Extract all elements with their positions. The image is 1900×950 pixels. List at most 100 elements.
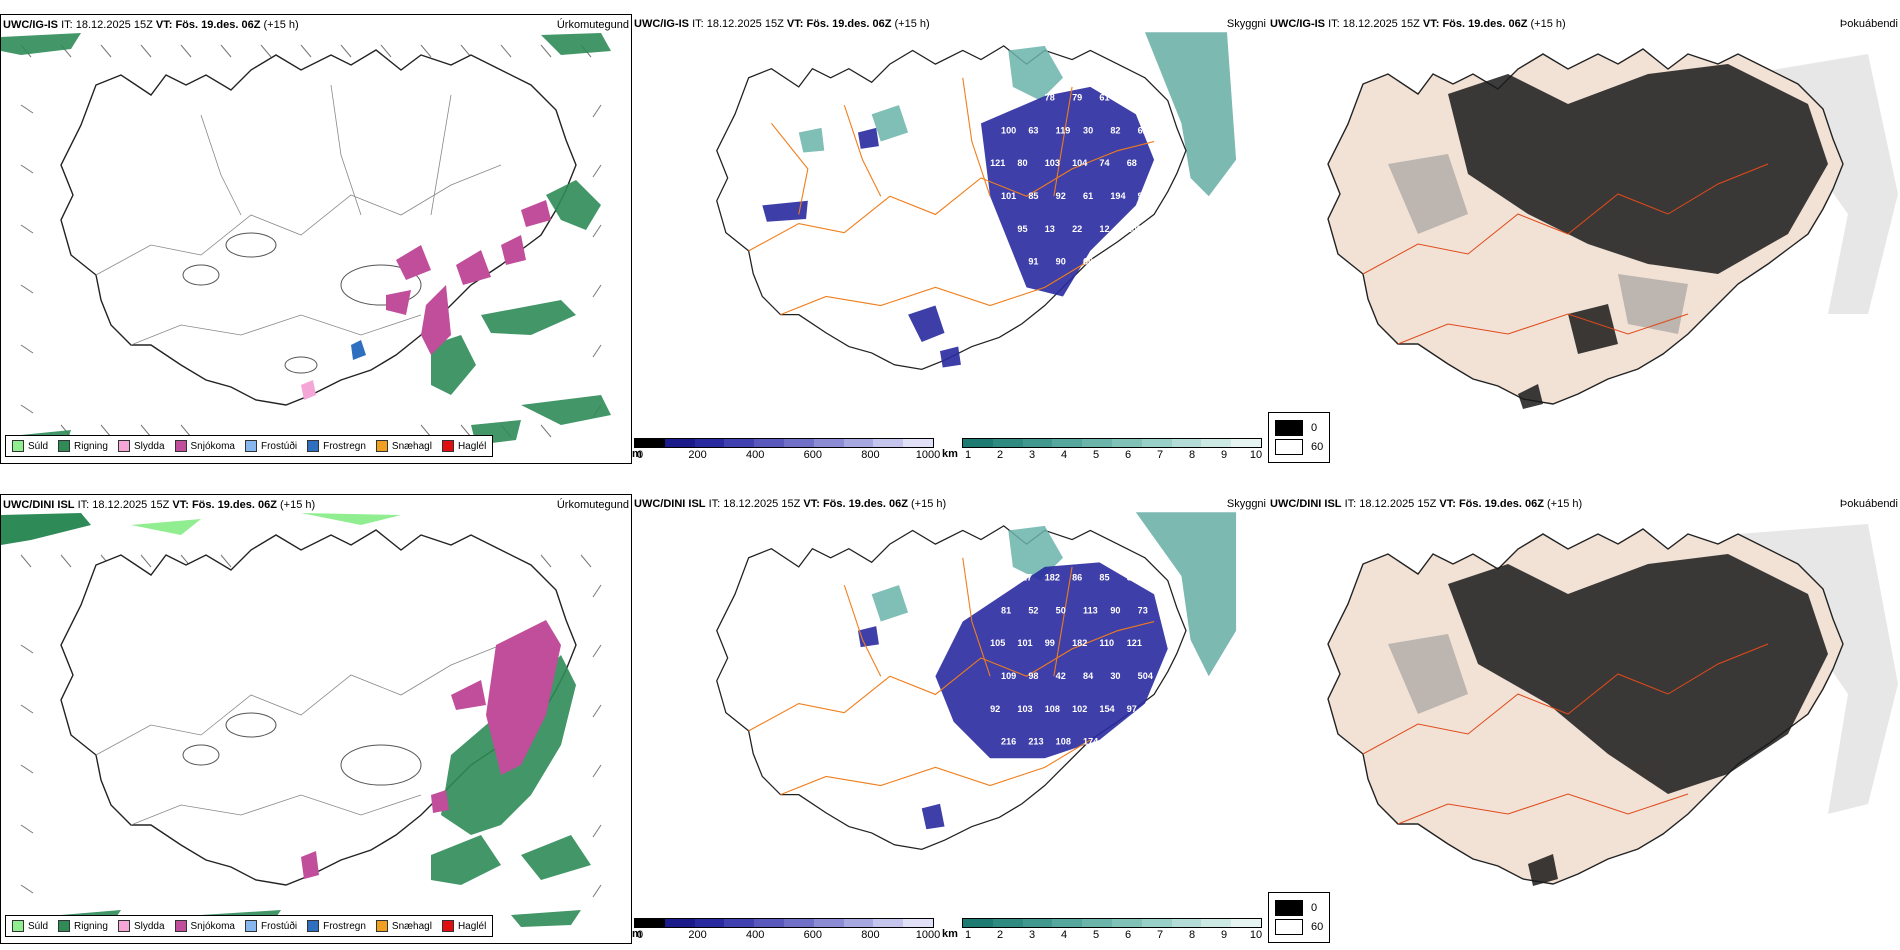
cloud-base-label: 102: [1072, 704, 1087, 714]
legend-item: Snjókoma: [174, 440, 235, 452]
panel-title: UWC/DINI ISL IT: 18.12.2025 15Z VT: Fös.…: [3, 499, 316, 511]
scale-tick: 3: [1028, 449, 1036, 461]
fog-grey-areas: [1388, 154, 1688, 334]
cloud-base-label: 61: [1083, 191, 1093, 201]
snow-areas: [386, 200, 551, 355]
scale-tick: 2: [996, 929, 1004, 941]
legend-item: Slydda: [117, 440, 165, 452]
legend-item: Snjókoma: [174, 920, 235, 932]
cloud-base-label: 154: [1099, 704, 1115, 714]
scale-swatch: [1171, 919, 1202, 927]
cloud-base-label: 98: [1028, 671, 1038, 681]
cloud-base-label: 504: [1138, 671, 1154, 681]
legend-item: Haglél: [441, 440, 487, 452]
legend-label: Rigning: [74, 920, 108, 932]
scale-swatch: [635, 919, 665, 927]
visibility-scale: 1 2 3 4 5 6 7 8 9 10 km: [942, 918, 1263, 942]
scale-swatch: [1052, 919, 1083, 927]
cloud-base-label: 109: [1001, 671, 1016, 681]
scale-tick: 6: [1124, 449, 1132, 461]
cloud-base-label: 121: [1127, 638, 1142, 648]
cloud-base-labels: 59 73 78 79 61 77 100 63 119 30 82 62 121 80 103 104 74 6…: [990, 93, 1148, 267]
legend-label: Frostregn: [323, 920, 366, 932]
cloud-base-label: 78: [1045, 93, 1055, 103]
scale-swatch: [903, 439, 933, 447]
cloud-base-label: 95: [1017, 224, 1027, 234]
legend-label: Snjókoma: [190, 440, 235, 452]
scale-tick: 7: [1156, 929, 1164, 941]
scale-swatch: [1141, 439, 1172, 447]
cloudbase-patches: [762, 86, 1155, 368]
cloud-base-label: 100: [1001, 125, 1016, 135]
cloud-base-label: 74: [1099, 158, 1110, 168]
legend-label: Haglél: [457, 440, 487, 452]
legend-swatch: [441, 920, 454, 932]
panel-precip-top: UWC/IG-IS IT: 18.12.2025 15Z VT: Fös. 19…: [0, 14, 632, 464]
scale-swatch: [1231, 919, 1261, 927]
cloud-base-label: 113: [1083, 605, 1098, 615]
panel-title: UWC/IG-IS IT: 18.12.2025 15Z VT: Fös. 19…: [634, 18, 930, 30]
scale-tick: 0: [636, 929, 644, 941]
panel-field-name: Þokuábendi: [1839, 498, 1898, 510]
cloud-base-label: 84: [1083, 671, 1094, 681]
legend-swatch: [12, 440, 24, 452]
cloud-base-label: 90: [1110, 605, 1120, 615]
scale-swatch: [1082, 439, 1112, 447]
panel-field-name: Þokuábendi: [1839, 18, 1898, 30]
scale-swatch: [963, 919, 993, 927]
scale-swatch: [1111, 439, 1142, 447]
scale-tick: 5: [1092, 929, 1100, 941]
fog-key-swatch-60: [1275, 919, 1303, 935]
legend-item: Frostúði: [244, 920, 297, 932]
legend-swatch: [12, 920, 24, 932]
scale-tick: 10: [1249, 929, 1263, 941]
visibility-patches: [798, 45, 1063, 153]
scale-tick: 2: [996, 449, 1004, 461]
cloud-base-label: 73: [1138, 605, 1148, 615]
precip-legend: Súld Rigning Slydda Snjókoma Frostúði Frostre…: [5, 435, 494, 457]
cloud-base-label: 88: [1127, 573, 1137, 583]
legend-item: Rigning: [58, 920, 108, 932]
cloud-base-label: 60: [1083, 257, 1093, 267]
scale-swatch: [1022, 919, 1053, 927]
cloud-base-label: 30: [1110, 671, 1120, 681]
cloud-base-label: 103: [1017, 704, 1032, 714]
legend-swatch: [58, 440, 71, 452]
cloud-base-label: 101: [1017, 638, 1032, 648]
panel-visibility-bottom: UWC/DINI ISL IT: 18.12.2025 15Z VT: Fös.…: [632, 494, 1268, 944]
scale-tick: 800: [861, 449, 880, 461]
cloud-base-label: 63: [1028, 125, 1038, 135]
legend-swatch: [375, 440, 388, 452]
scale-tick: 8: [1188, 929, 1196, 941]
cloud-base-label: 216: [1001, 737, 1016, 747]
panel-field-name: Úrkomutegund: [556, 499, 629, 511]
scale-tick: 1000: [915, 449, 941, 461]
fog-map: [1327, 48, 1898, 409]
cloud-base-labels: 55 117 182 86 85 88 81 52 50 113 90 73 105 101 99 182 11…: [990, 573, 1154, 747]
cloud-base-label: 182: [1072, 638, 1087, 648]
cloud-base-label: 42: [1056, 671, 1066, 681]
scale-swatch: [843, 919, 874, 927]
cloud-base-label: 79: [1072, 93, 1082, 103]
cloud-base-label: 55: [990, 573, 1000, 583]
sleet-spot: [301, 380, 316, 400]
scale-swatch: [783, 439, 814, 447]
legend-swatch: [307, 920, 320, 932]
scale-tick: 600: [803, 449, 822, 461]
scale-tick: 5: [1092, 449, 1100, 461]
scale-swatch: [903, 919, 933, 927]
legend-swatch: [441, 440, 454, 452]
scale-tick: 9: [1220, 449, 1228, 461]
cloud-base-label: 61: [1099, 93, 1109, 103]
cloud-base-label: 85: [1028, 191, 1038, 201]
cloud-base-label: 85: [1099, 573, 1109, 583]
scale-swatch: [1201, 919, 1232, 927]
legend-label: Rigning: [74, 440, 108, 452]
legend-item: Súld: [12, 440, 48, 452]
fog-key-swatch-0: [1275, 900, 1303, 916]
legend-swatch: [58, 920, 71, 932]
cloud-base-label: 13: [1045, 224, 1055, 234]
scale-swatch: [1201, 439, 1232, 447]
scale-swatch: [724, 919, 755, 927]
cloud-base-label: 12: [1099, 224, 1109, 234]
